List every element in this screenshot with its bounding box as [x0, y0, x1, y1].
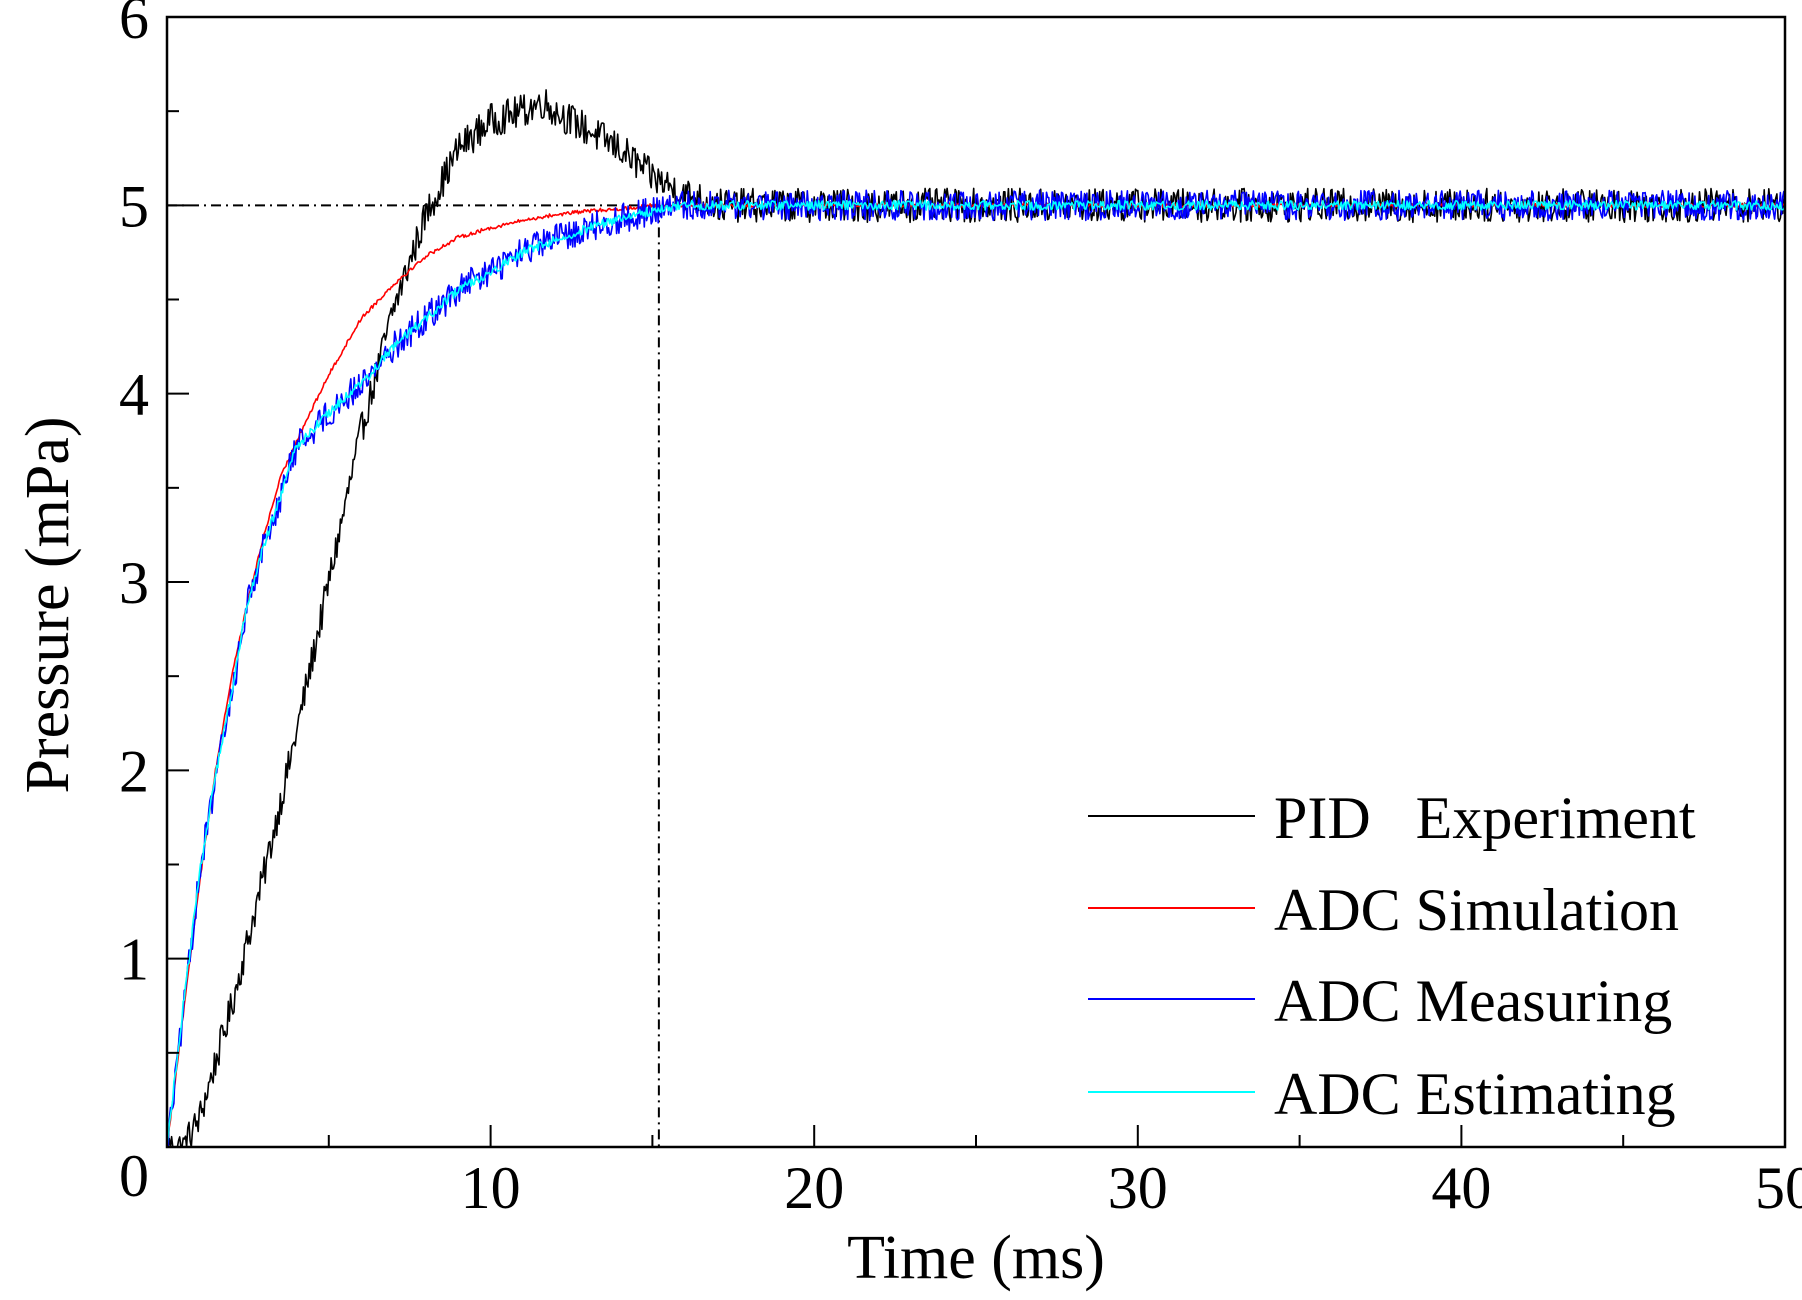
y-tick-label: 0 — [119, 1143, 149, 1209]
x-tick-label: 50 — [1755, 1155, 1802, 1221]
legend-label-adc-estimating: ADC Estimating — [1274, 1061, 1676, 1127]
tick-labels: 10 20 30 40 50 0 1 2 3 4 5 6 — [119, 0, 1802, 1221]
x-axis-title: Time (ms) — [847, 1224, 1105, 1292]
x-tick-label: 30 — [1108, 1155, 1168, 1221]
y-tick-label: 2 — [119, 738, 149, 804]
series-line-adc-estimating — [166, 199, 1786, 1146]
legend-label-adc-simulation: ADC Simulation — [1274, 877, 1679, 943]
y-tick-label: 4 — [119, 362, 149, 428]
legend: PID Experiment ADC Simulation ADC Measur… — [1088, 785, 1696, 1127]
y-tick-label: 6 — [119, 0, 149, 51]
y-tick-label: 1 — [119, 927, 149, 993]
x-tick-label: 20 — [784, 1155, 844, 1221]
series-layer — [166, 89, 1786, 1148]
reference-lines — [167, 204, 660, 1147]
axis-ticks — [166, 16, 1786, 1148]
y-tick-label: 3 — [119, 550, 149, 616]
legend-label-adc-measuring: ADC Measuring — [1274, 968, 1672, 1034]
x-tick-label: 10 — [461, 1155, 521, 1221]
legend-label-pid-experiment: PID Experiment — [1274, 785, 1696, 851]
y-axis-title: Pressure (mPa) — [14, 416, 82, 793]
x-tick-label: 40 — [1431, 1155, 1491, 1221]
y-tick-label: 5 — [119, 173, 149, 239]
